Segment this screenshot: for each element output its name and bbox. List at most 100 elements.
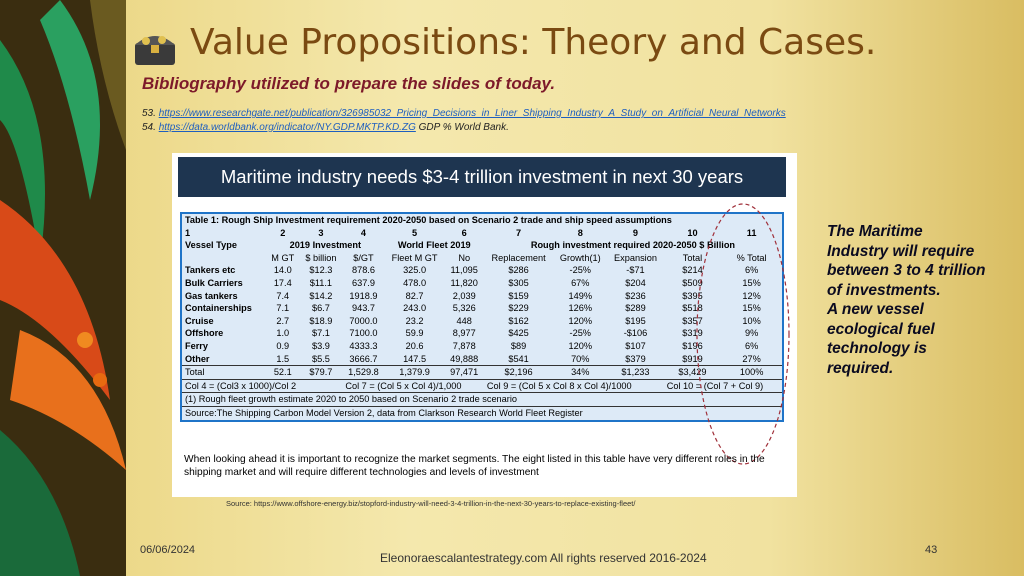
table-cell: $357 [682, 315, 703, 326]
table-cell: $5.5 [311, 353, 330, 364]
table-cell: 6% [744, 265, 759, 276]
table-cell: 12% [742, 290, 761, 301]
table-cell: $3.9 [311, 340, 330, 351]
table-cell: 1918.9 [349, 290, 378, 301]
table-cell: 15% [742, 277, 761, 288]
page-number: 43 [925, 544, 938, 556]
table-cell: Col 9 = (Col 5 x Col 8 x Col 4)/1000 [483, 378, 664, 393]
table-box: Table 1: Rough Ship Investment requireme… [180, 212, 784, 422]
table-cell: Col 7 = (Col 5 x Col 4)/1,000 [342, 378, 484, 393]
table-cell: % Total [736, 252, 767, 263]
table-cell: 943.7 [351, 303, 375, 314]
table-cell: $229 [508, 303, 529, 314]
table: Table 1: Rough Ship Investment requireme… [182, 214, 782, 420]
table-cell: $11.1 [309, 277, 333, 288]
paragraph: When looking ahead it is important to re… [184, 454, 765, 478]
table-cell: 2 [280, 227, 286, 238]
table-cell: 8 [577, 227, 583, 238]
table-cell: Growth(1) [559, 252, 601, 263]
subtitle: Bibliography utilized to prepare the sli… [142, 74, 556, 93]
table-row: Source:The Shipping Carbon Model Version… [182, 405, 782, 420]
table-cell: 147.5 [403, 353, 427, 364]
table-cell: (1) Rough fleet growth estimate 2020 to … [182, 392, 782, 407]
table-cell: 9% [744, 328, 759, 339]
reference: 53. https://www.researchgate.net/publica… [142, 108, 786, 119]
table-cell: Other [185, 353, 210, 364]
table-cell: 11,820 [450, 277, 478, 288]
ref-link[interactable]: https://www.researchgate.net/publication… [158, 108, 786, 119]
ref-link[interactable]: https://data.worldbank.org/indicator/NY.… [158, 122, 416, 133]
side-text: The Maritime Industry will require betwe… [827, 222, 987, 378]
table-cell: $319 [682, 328, 703, 339]
table-cell: $3,429 [663, 365, 722, 380]
table-cell: 59.9 [405, 328, 424, 339]
table-row: M GT $ billion $/GT Fleet M GT No Replacement… [182, 252, 782, 265]
table-cell: 17.4 [273, 277, 292, 288]
title: Value Propositions: Theory and Cases. [190, 22, 877, 63]
chest-icon [135, 36, 175, 65]
table-cell: $518 [682, 303, 703, 314]
table-cell: Bulk Carriers [185, 277, 243, 288]
table-row: 1 2 3 4 5 6 7 8 9 10 11 [182, 227, 782, 240]
table-cell: $18.9 [309, 315, 333, 326]
table-cell: 10% [742, 315, 761, 326]
table-cell: $379 [625, 353, 646, 364]
table-cell: $919 [682, 353, 703, 364]
table-row: Tankers etc 14.0 $12.3 878.6 325.0 11,095 $286… [182, 264, 782, 277]
table-cell: $305 [508, 277, 529, 288]
table-cell: $162 [508, 315, 529, 326]
table-cell: Table 1: Rough Ship Investment requireme… [185, 215, 672, 225]
table-cell: $289 [625, 303, 646, 314]
table-cell: -25% [569, 328, 591, 339]
table-cell: 7.1 [276, 303, 290, 314]
table-cell: 2.7 [276, 315, 290, 326]
table-cell: 97,471 [444, 365, 484, 380]
table-cell: 7100.0 [349, 328, 378, 339]
table-row: Col 4 = (Col3 x 1000)/Col 2 Col 7 = (Col … [182, 378, 782, 393]
table-cell: Tankers etc [185, 265, 236, 276]
table-cell: Rough investment required 2020-2050 $ Bi… [530, 240, 736, 251]
table-cell: 70% [571, 353, 590, 364]
table-row: Total 52.1 $79.7 1,529.8 1,379.9 97,471 $2,196… [182, 365, 782, 380]
table-cell: $214 [682, 265, 703, 276]
table-cell: $1,233 [607, 365, 664, 380]
table-cell: 637.9 [351, 277, 375, 288]
source: Source: https://www.offshore-energy.biz/… [226, 499, 636, 508]
table-cell: M GT [271, 252, 295, 263]
ref-note: GDP % World Bank. [418, 122, 509, 133]
table-cell: 2,039 [452, 290, 476, 301]
table-cell: 7,878 [452, 340, 476, 351]
table-cell: 1 [185, 227, 191, 238]
table-row: Containerships 7.1 $6.7 943.7 243.0 5,326 $229… [182, 302, 782, 315]
table-cell: $204 [625, 277, 646, 288]
table-cell: 23.2 [405, 315, 424, 326]
table-cell: 2019 Investment [289, 240, 362, 251]
table-cell: $509 [682, 277, 703, 288]
table-cell: 448 [456, 315, 472, 326]
table-cell: 49,888 [450, 353, 479, 364]
table-cell: 120% [568, 315, 593, 326]
table-cell: 6% [744, 340, 759, 351]
table-cell: $79.7 [299, 365, 343, 380]
table-cell: $14.2 [309, 290, 333, 301]
table-cell: $ billion [305, 252, 337, 263]
table-cell: -$71 [626, 265, 645, 276]
table-cell: 1,379.9 [384, 365, 445, 380]
table-cell: 1.0 [276, 328, 290, 339]
table-cell: Cruise [185, 315, 214, 326]
table-cell: 11 [746, 227, 757, 238]
table-cell: 5 [412, 227, 418, 238]
table-cell: 7000.0 [349, 315, 378, 326]
table-cell: -$106 [623, 328, 648, 339]
table-cell: Containerships [185, 303, 252, 314]
table-cell: 5,326 [452, 303, 476, 314]
table-cell: 4 [360, 227, 367, 238]
table-row: (1) Rough fleet growth estimate 2020 to … [182, 392, 782, 407]
table-cell: 8,977 [452, 328, 476, 339]
table-cell: 3666.7 [349, 353, 378, 364]
table-cell: Source:The Shipping Carbon Model Version… [182, 405, 782, 420]
table-cell: $236 [625, 290, 646, 301]
table-cell: Col 10 = (Col 7 + Col 9) [663, 378, 782, 393]
table-cell: 478.0 [403, 277, 427, 288]
table-row: Ferry 0.9 $3.9 4333.3 20.6 7,878 $89 120% $107 $1… [182, 340, 782, 353]
